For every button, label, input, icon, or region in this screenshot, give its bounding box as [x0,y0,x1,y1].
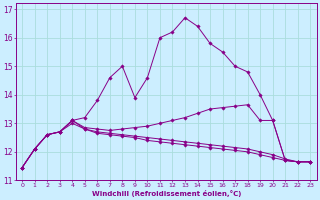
X-axis label: Windchill (Refroidissement éolien,°C): Windchill (Refroidissement éolien,°C) [92,190,241,197]
